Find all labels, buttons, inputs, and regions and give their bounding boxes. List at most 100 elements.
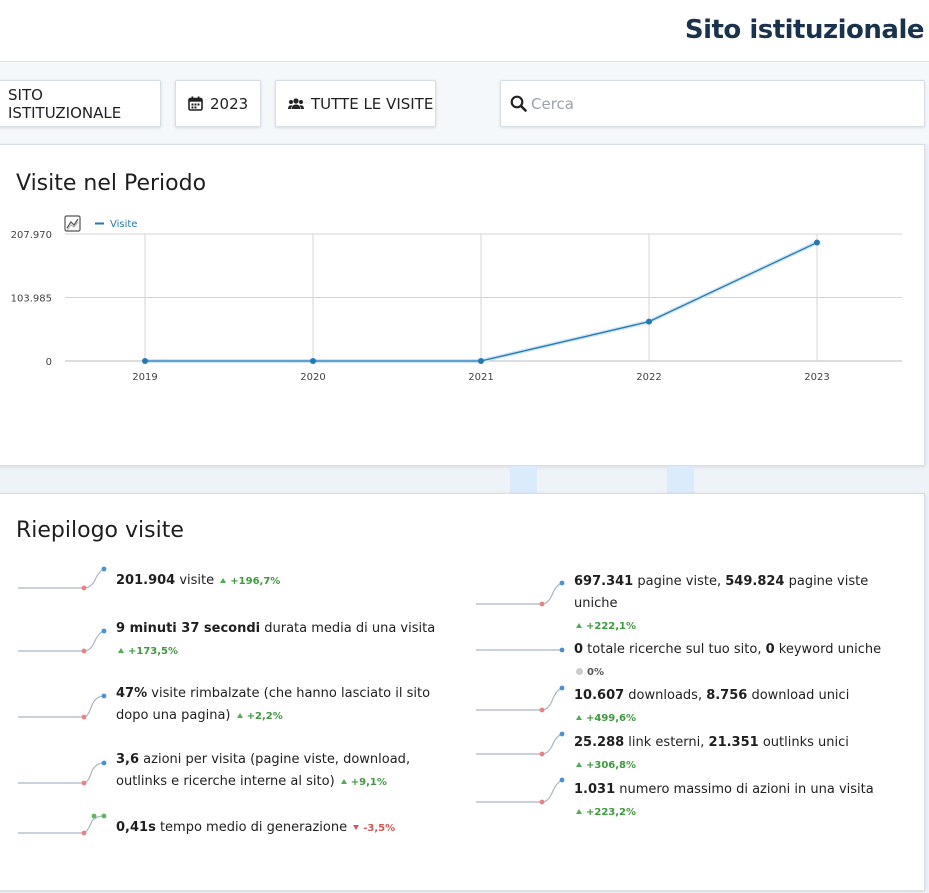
arrow-down-icon xyxy=(353,825,360,830)
arrow-up-icon xyxy=(576,809,582,814)
arrow-up-icon xyxy=(220,578,227,583)
top-header: Sito istituzionale xyxy=(0,0,929,62)
summary-delta: +222,1% xyxy=(576,621,636,632)
summary-row: 0 totale ricerche sul tuo sito, 0 keywor… xyxy=(476,639,914,684)
summary-row: 9 minuti 37 secondi durata media di una … xyxy=(18,618,456,663)
site-selector-button[interactable]: SITO ISTITUZIONALE xyxy=(0,80,161,127)
data-point[interactable] xyxy=(646,318,652,325)
summary-label: downloads, xyxy=(624,688,707,703)
y-tick-label: 103.985 xyxy=(11,294,52,305)
summary-label-secondary: outlinks unici xyxy=(758,735,849,750)
y-tick-label: 0 xyxy=(46,357,52,368)
summary-row: 201.904 visite +196,7% xyxy=(18,566,456,600)
summary-delta: +196,7% xyxy=(220,576,280,587)
summary-label: link esterni, xyxy=(624,735,709,750)
summary-label-secondary: keyword uniche xyxy=(774,642,882,657)
arrow-up-icon xyxy=(576,762,582,767)
visits-panel-title: Visite nel Periodo xyxy=(16,171,207,196)
arrow-up-icon xyxy=(236,713,243,718)
summary-value-secondary: 0 xyxy=(765,642,775,657)
background-bar xyxy=(667,466,694,494)
summary-delta: 0% xyxy=(576,667,604,678)
summary-value: 697.341 xyxy=(574,574,634,589)
arrow-up-icon xyxy=(340,779,347,784)
summary-delta: +223,2% xyxy=(576,807,636,818)
search-input[interactable] xyxy=(531,94,911,113)
segment-selector-label: TUTTE LE VISITE xyxy=(311,94,434,113)
summary-value: 9 minuti 37 secondi xyxy=(116,621,261,636)
summary-text: 25.288 link esterni, 21.351 outlinks uni… xyxy=(574,732,914,777)
summary-text: 0 totale ricerche sul tuo sito, 0 keywor… xyxy=(574,639,914,684)
users-icon xyxy=(288,97,304,109)
background-bar xyxy=(510,466,537,494)
period-selector-button[interactable]: 2023 xyxy=(175,80,261,127)
data-point[interactable] xyxy=(478,358,484,364)
summary-row: 25.288 link esterni, 21.351 outlinks uni… xyxy=(476,731,914,777)
x-tick-label: 2023 xyxy=(804,372,829,383)
summary-row: 3,6 azioni per visita (pagine viste, dow… xyxy=(18,749,456,794)
summary-label: numero massimo di azioni in una visita xyxy=(615,782,874,797)
summary-row: 47% visite rimbalzate (che hanno lasciat… xyxy=(18,683,456,728)
summary-label-secondary: pagine viste uniche xyxy=(574,574,869,611)
summary-delta: +306,8% xyxy=(576,760,636,771)
sparkline-chart[interactable] xyxy=(18,754,108,788)
summary-delta: +2,2% xyxy=(236,711,283,722)
data-point[interactable] xyxy=(310,358,316,364)
summary-value-secondary: 8.756 xyxy=(706,688,748,703)
summary-value-secondary: 21.351 xyxy=(708,735,759,750)
period-selector-label: 2023 xyxy=(210,94,249,113)
chart-type-icon[interactable] xyxy=(64,215,81,232)
data-point[interactable] xyxy=(142,358,148,364)
sparkline-chart[interactable] xyxy=(476,681,566,715)
summary-text: 47% visite rimbalzate (che hanno lasciat… xyxy=(116,683,456,728)
summary-label: visite xyxy=(175,573,215,588)
visits-summary-panel: Riepilogo visite 201.904 visite +196,7% 9… xyxy=(0,493,925,891)
summary-text: 10.607 downloads, 8.756 download unici +… xyxy=(574,685,914,730)
summary-label: azioni per visita (pagine viste, downloa… xyxy=(116,752,411,789)
summary-value: 47% xyxy=(116,686,148,701)
segment-selector-button[interactable]: TUTTE LE VISITE xyxy=(275,80,436,127)
summary-label: visite rimbalzate (che hanno lasciato il… xyxy=(116,686,431,723)
summary-label: tempo medio di generazione xyxy=(155,820,348,835)
summary-row: 0,41s tempo medio di generazione -3,5% xyxy=(18,813,456,847)
search-box[interactable] xyxy=(500,80,925,127)
sparkline-chart[interactable] xyxy=(476,635,566,669)
summary-text: 3,6 azioni per visita (pagine viste, dow… xyxy=(116,749,456,794)
summary-value-secondary: 549.824 xyxy=(725,574,785,589)
x-tick-label: 2021 xyxy=(468,372,493,383)
summary-row: 1.031 numero massimo di azioni in una vi… xyxy=(476,777,914,824)
sparkline-chart[interactable] xyxy=(476,728,566,762)
sparkline-chart[interactable] xyxy=(18,566,108,600)
visits-over-period-panel: Visite nel Periodo Visite 0 103.985 207.97… xyxy=(0,144,925,466)
summary-text: 697.341 pagine viste, 549.824 pagine vis… xyxy=(574,571,914,638)
summary-value: 1.031 xyxy=(574,782,616,797)
sparkline-chart[interactable] xyxy=(18,813,108,847)
sparkline-chart[interactable] xyxy=(476,775,566,809)
visits-line-chart: Visite 0 103.985 207.970 2019 2020 2021 2022 20… xyxy=(11,215,902,383)
arrow-up-icon xyxy=(576,715,582,720)
summary-value: 0 xyxy=(574,642,584,657)
summary-value: 3,6 xyxy=(116,752,140,767)
summary-row: 10.607 downloads, 8.756 download unici +… xyxy=(476,685,914,730)
summary-label: durata media di una visita xyxy=(260,621,436,636)
calendar-icon xyxy=(188,96,203,111)
sparkline-chart[interactable] xyxy=(476,577,566,611)
y-tick-label: 207.970 xyxy=(11,230,52,241)
summary-text: 9 minuti 37 secondi durata media di una … xyxy=(116,618,456,663)
dot-icon xyxy=(576,668,583,675)
sparkline-chart[interactable] xyxy=(18,623,108,657)
search-icon xyxy=(510,95,527,112)
summary-delta: +173,5% xyxy=(118,646,178,657)
summary-value: 25.288 xyxy=(574,735,625,750)
sparkline-chart[interactable] xyxy=(18,688,108,722)
summary-value: 10.607 xyxy=(574,688,625,703)
summary-delta: +499,6% xyxy=(576,713,636,724)
legend-label[interactable]: Visite xyxy=(110,219,137,230)
data-point[interactable] xyxy=(814,239,820,246)
summary-label: totale ricerche sul tuo sito, xyxy=(583,642,766,657)
summary-text: 201.904 visite +196,7% xyxy=(116,570,456,593)
arrow-up-icon xyxy=(118,648,124,653)
summary-panel-title: Riepilogo visite xyxy=(16,518,184,543)
summary-delta: -3,5% xyxy=(353,823,395,834)
summary-label-secondary: download unici xyxy=(747,688,850,703)
